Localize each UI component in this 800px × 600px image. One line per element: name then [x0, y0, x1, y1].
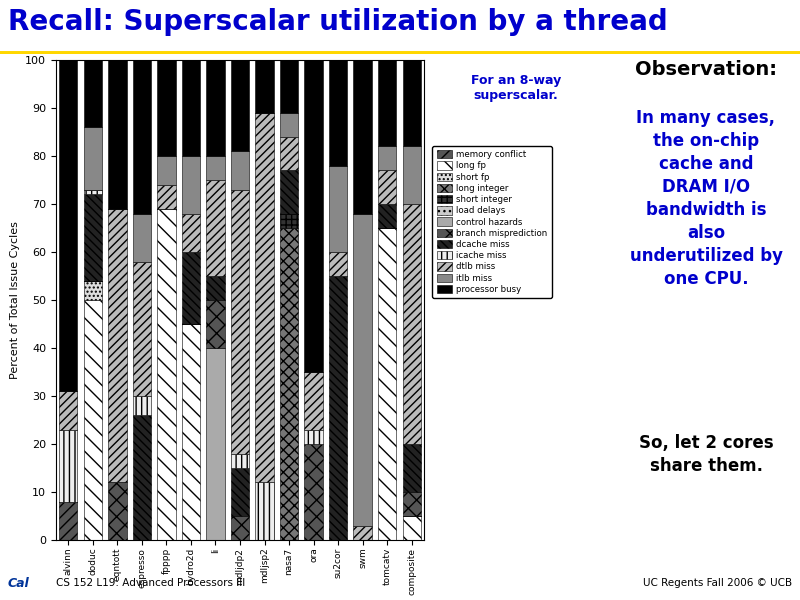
Bar: [402, 204, 421, 444]
Bar: [329, 276, 347, 540]
Bar: [182, 156, 200, 214]
Bar: [133, 262, 151, 396]
Y-axis label: Percent of Total Issue Cycles: Percent of Total Issue Cycles: [10, 221, 20, 379]
Bar: [182, 214, 200, 252]
Bar: [402, 492, 421, 516]
Bar: [84, 194, 102, 281]
Bar: [59, 502, 78, 540]
Text: CS 152 L19: Advanced Processors III: CS 152 L19: Advanced Processors III: [56, 578, 246, 589]
Bar: [133, 214, 151, 262]
Bar: [378, 146, 397, 170]
Bar: [59, 430, 78, 502]
Bar: [231, 516, 250, 540]
Bar: [255, 60, 274, 113]
Bar: [59, 60, 78, 391]
Bar: [402, 146, 421, 204]
Bar: [329, 60, 347, 166]
Bar: [378, 170, 397, 204]
Bar: [84, 281, 102, 300]
Bar: [206, 180, 225, 276]
Text: UC Regents Fall 2006 © UCB: UC Regents Fall 2006 © UCB: [643, 578, 792, 589]
Bar: [84, 60, 102, 127]
Bar: [378, 228, 397, 540]
Bar: [108, 209, 126, 482]
Bar: [329, 166, 347, 252]
Text: Cal: Cal: [8, 577, 30, 590]
Bar: [402, 444, 421, 492]
Bar: [231, 151, 250, 190]
Bar: [354, 526, 372, 540]
Bar: [280, 60, 298, 113]
Bar: [280, 137, 298, 170]
Bar: [84, 190, 102, 194]
Bar: [255, 113, 274, 482]
Bar: [402, 60, 421, 146]
Bar: [108, 60, 126, 209]
Bar: [231, 190, 250, 454]
Bar: [304, 430, 322, 444]
Bar: [231, 468, 250, 516]
Bar: [206, 60, 225, 156]
Text: Observation:: Observation:: [635, 60, 777, 79]
Bar: [378, 204, 397, 228]
Bar: [231, 60, 250, 151]
Bar: [329, 252, 347, 276]
Text: So, let 2 cores
share them.: So, let 2 cores share them.: [638, 434, 774, 475]
Bar: [354, 214, 372, 526]
Bar: [354, 60, 372, 214]
Bar: [206, 156, 225, 180]
Bar: [304, 444, 322, 540]
Bar: [206, 300, 225, 348]
Bar: [157, 60, 176, 156]
Bar: [231, 454, 250, 468]
Bar: [206, 348, 225, 540]
Bar: [280, 228, 298, 540]
Bar: [133, 396, 151, 415]
Bar: [402, 516, 421, 540]
Bar: [157, 185, 176, 209]
Bar: [133, 60, 151, 214]
Text: Recall: Superscalar utilization by a thread: Recall: Superscalar utilization by a thr…: [8, 8, 668, 36]
Bar: [182, 60, 200, 156]
Bar: [255, 482, 274, 540]
Bar: [280, 214, 298, 228]
Text: For an 8-way
superscalar.: For an 8-way superscalar.: [471, 74, 561, 103]
Bar: [182, 252, 200, 324]
Bar: [304, 372, 322, 430]
Bar: [182, 324, 200, 540]
Bar: [280, 170, 298, 214]
Bar: [84, 127, 102, 190]
Bar: [157, 209, 176, 540]
Bar: [59, 391, 78, 430]
Bar: [304, 60, 322, 372]
Bar: [157, 156, 176, 185]
Bar: [133, 415, 151, 540]
Bar: [280, 113, 298, 137]
Bar: [378, 60, 397, 146]
Legend: memory conflict, long fp, short fp, long integer, short integer, load delays, co: memory conflict, long fp, short fp, long…: [432, 146, 552, 298]
Bar: [108, 482, 126, 540]
Text: In many cases,
the on-chip
cache and
DRAM I/O
bandwidth is
also
underutilized by: In many cases, the on-chip cache and DRA…: [630, 109, 782, 287]
Bar: [84, 300, 102, 540]
Bar: [206, 276, 225, 300]
